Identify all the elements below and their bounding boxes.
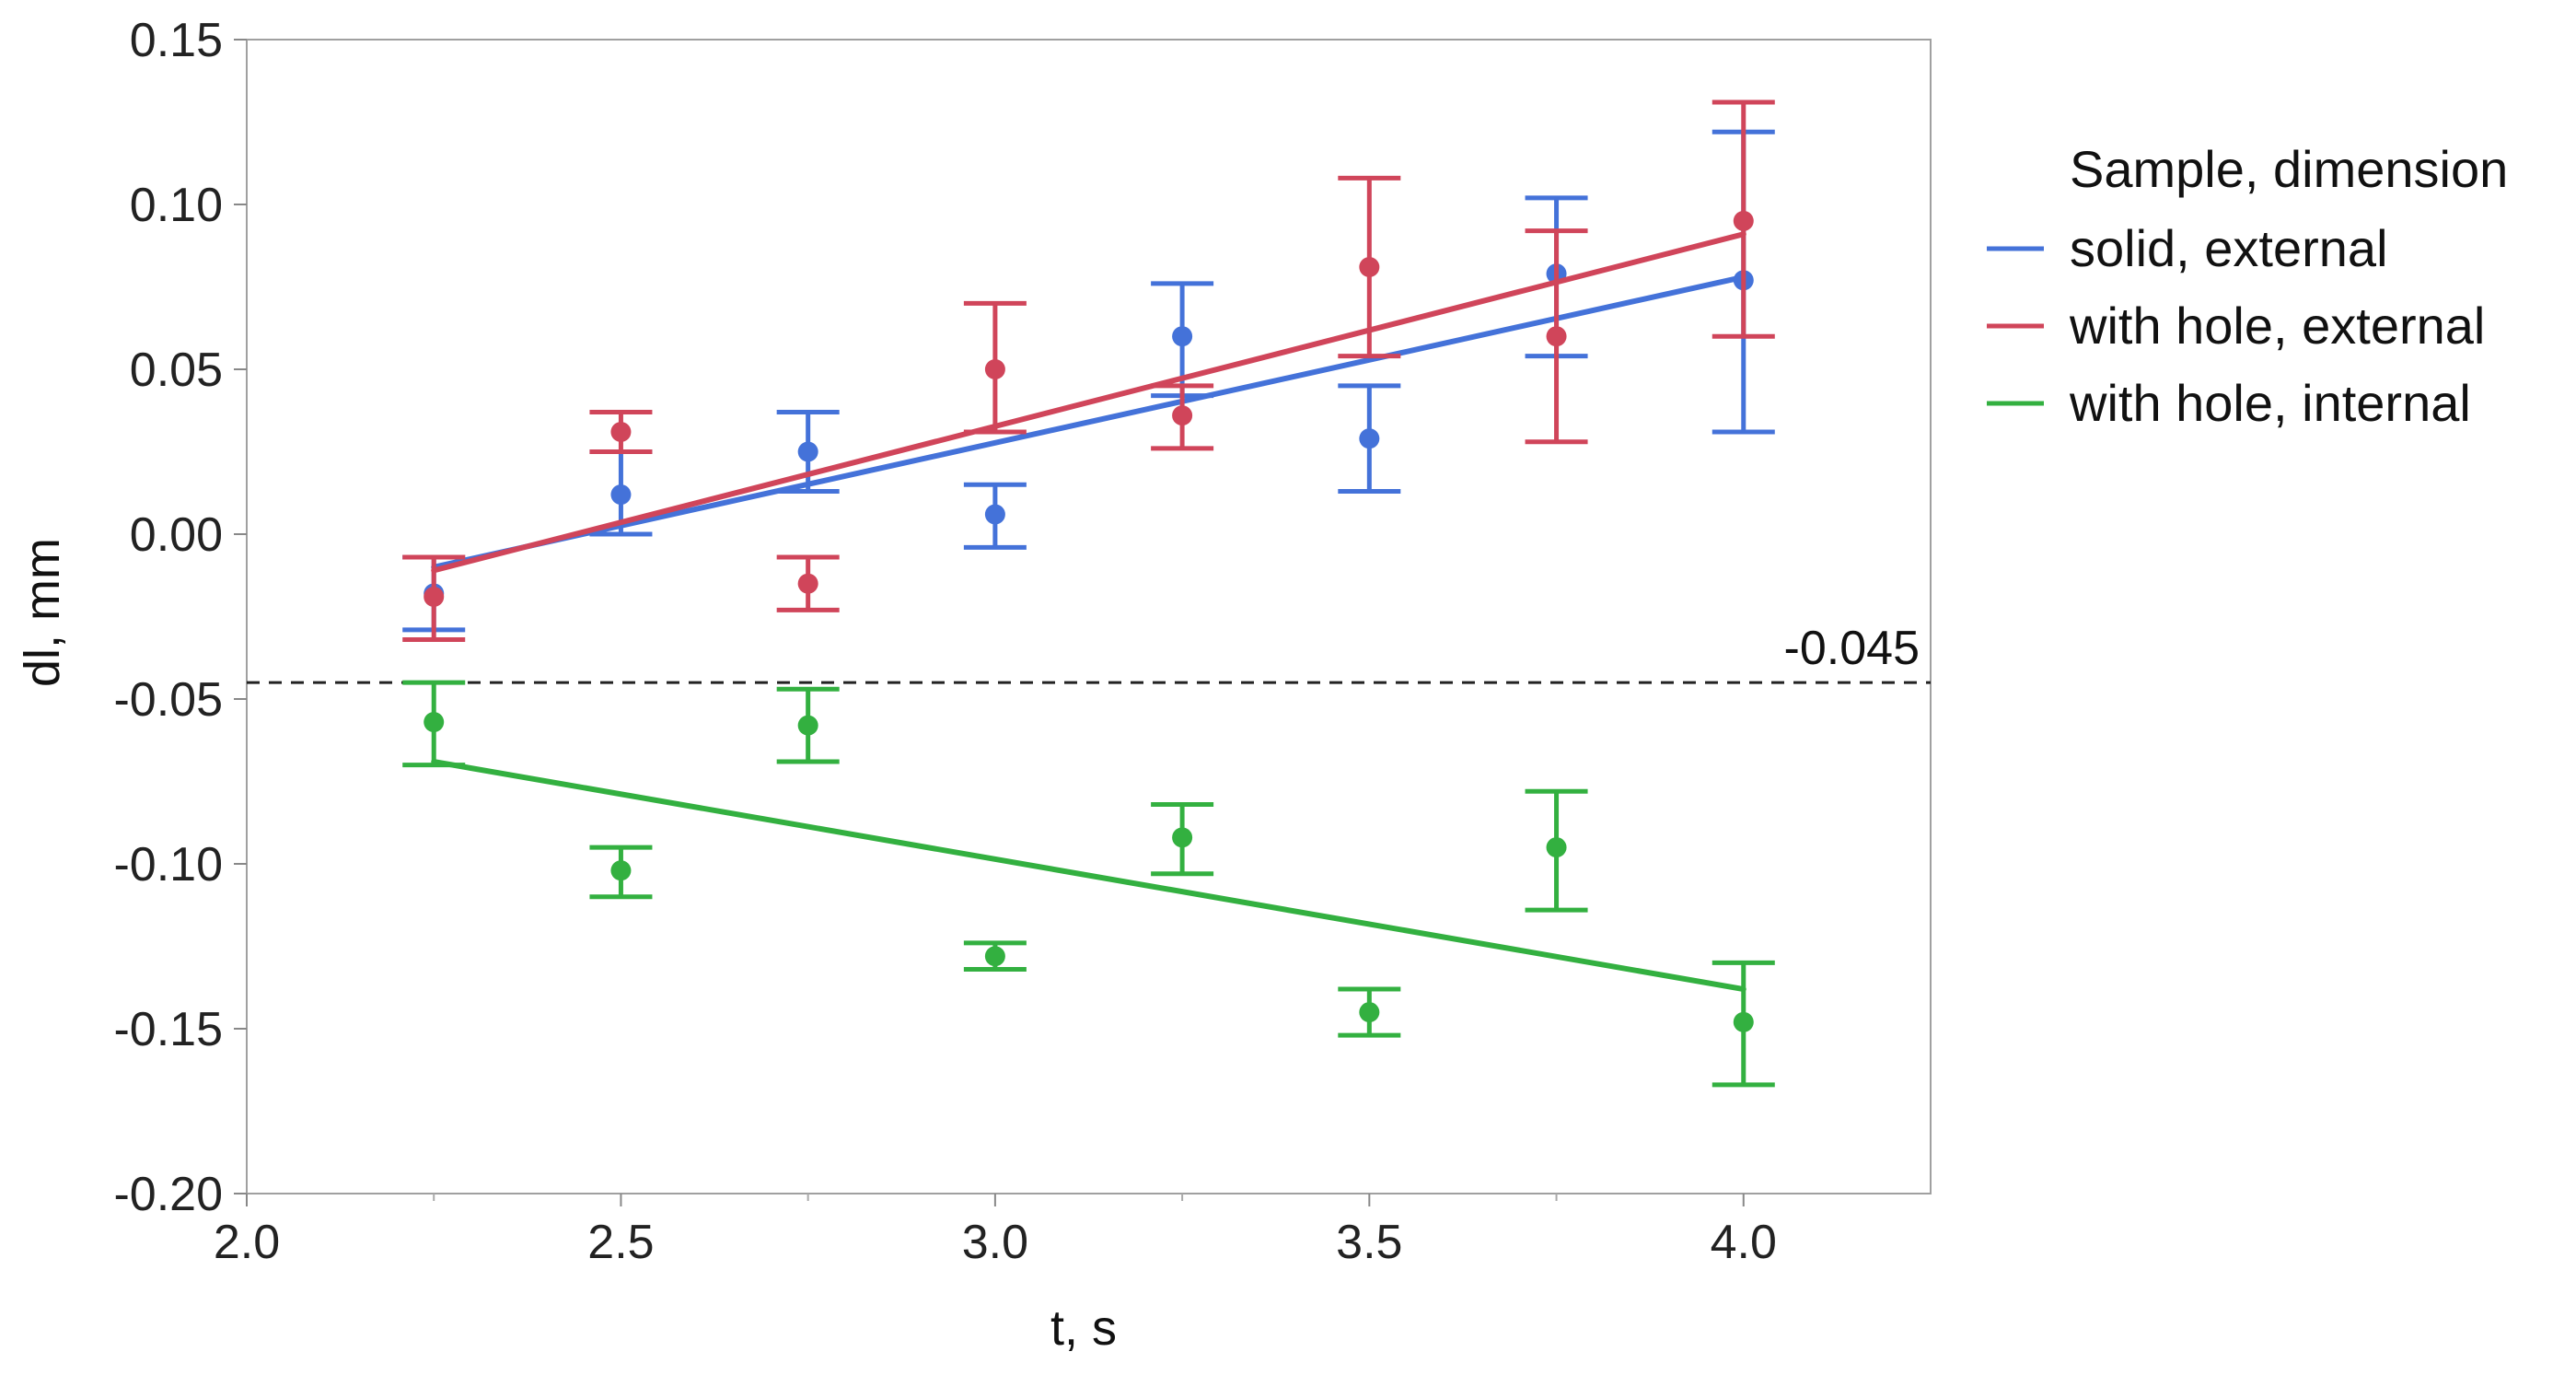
data-point — [424, 587, 445, 608]
y-tick-label: 0.10 — [130, 179, 223, 232]
x-tick-label: 3.0 — [962, 1216, 1028, 1269]
data-point — [1172, 326, 1193, 347]
reference-line-group: -0.045 — [247, 622, 1931, 684]
data-point — [610, 484, 632, 506]
data-point — [1733, 1011, 1754, 1032]
reference-line-label: -0.045 — [1784, 622, 1920, 675]
data-point — [1359, 257, 1380, 278]
plot-border — [246, 39, 1932, 1194]
data-point — [797, 573, 818, 594]
axis-ticks: 2.0 2.5 3.0 3.5 4.0 -0.20 -0.15 -0.10 -0.05 0.00 0… — [113, 14, 1776, 1269]
data-point — [424, 712, 445, 733]
y-tick-label: 0.00 — [130, 508, 223, 562]
x-axis-title: t, s — [1050, 1300, 1117, 1356]
y-axis-title: dl, mm — [15, 538, 70, 687]
data-point — [1359, 428, 1380, 449]
data-point — [1172, 827, 1193, 848]
data-point — [610, 860, 632, 881]
data-point — [984, 946, 1005, 967]
x-tick-label: 2.0 — [214, 1216, 280, 1269]
series-with-hole-external — [402, 99, 1775, 643]
y-tick-label: 0.05 — [130, 344, 223, 397]
legend-label: solid, external — [2070, 219, 2388, 277]
data-point — [984, 359, 1005, 379]
fit-line — [431, 274, 1746, 570]
data-point — [797, 441, 818, 462]
y-tick-label: -0.05 — [113, 673, 223, 727]
legend-label: with hole, external — [2069, 297, 2485, 355]
data-point — [1172, 405, 1193, 426]
y-tick-label: -0.15 — [113, 1003, 223, 1056]
series-solid-external — [402, 129, 1775, 633]
series-with-hole-internal — [402, 680, 1775, 1088]
plot-frame — [246, 39, 1932, 1194]
y-tick-label: 0.15 — [130, 14, 223, 67]
x-tick-label: 2.5 — [587, 1216, 654, 1269]
data-point — [797, 715, 818, 736]
x-tick-label: 3.5 — [1336, 1216, 1402, 1269]
data-point — [1546, 837, 1567, 858]
fit-line — [431, 231, 1746, 574]
legend: Sample, dimension solid, external with hol… — [1987, 140, 2508, 432]
data-point — [1359, 1002, 1380, 1023]
data-point — [610, 422, 632, 443]
legend-label: with hole, internal — [2069, 374, 2471, 432]
x-tick-label: 4.0 — [1711, 1216, 1777, 1269]
y-tick-label: -0.10 — [113, 838, 223, 891]
data-point — [1733, 210, 1754, 231]
series-layer — [402, 99, 1775, 1088]
legend-title: Sample, dimension — [2070, 140, 2508, 198]
data-point — [984, 504, 1005, 525]
y-tick-label: -0.20 — [113, 1168, 223, 1221]
data-point — [1546, 326, 1567, 347]
fit-line — [431, 759, 1746, 993]
